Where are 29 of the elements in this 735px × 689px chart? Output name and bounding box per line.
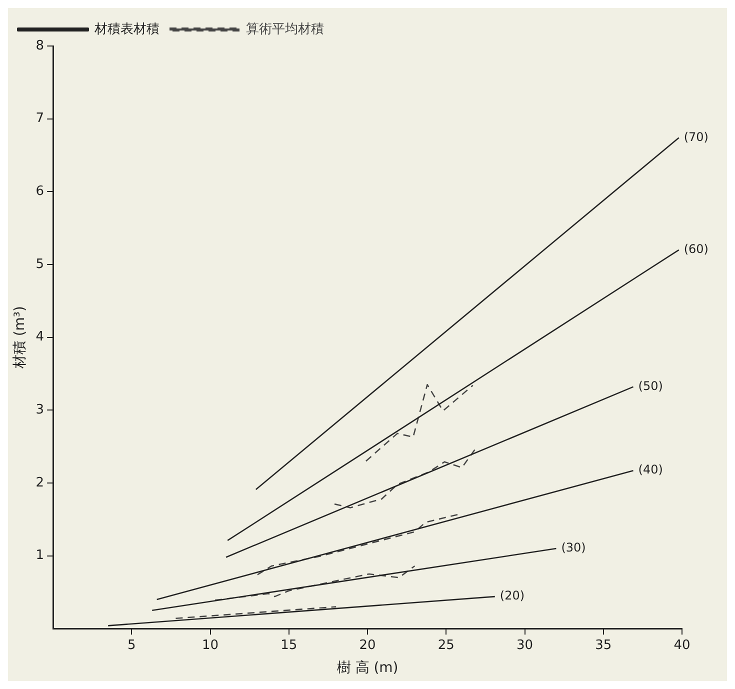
x-tick-label: 40 (674, 638, 690, 653)
y-tick-label: 1 (36, 548, 44, 564)
line-series (365, 384, 474, 462)
x-tick-label: 25 (438, 638, 454, 653)
text: 材積表材積 (94, 22, 160, 37)
y-tick-label: 5 (36, 256, 44, 272)
y-tick-label: 8 (36, 38, 44, 54)
x-tick-label: 5 (128, 638, 136, 653)
x-tick-label: 10 (202, 638, 219, 653)
annotation: (30) (561, 540, 586, 555)
line-series (334, 447, 477, 508)
annotation: (20) (500, 588, 525, 603)
text: 算術平均材積 (246, 22, 324, 37)
y-tick-label: 3 (36, 402, 44, 418)
y-tick-label: 7 (36, 111, 44, 126)
annotation: (40) (638, 462, 663, 477)
x-tick-label: 20 (359, 638, 376, 653)
y-axis-title: 材積 (m³) (12, 306, 28, 370)
annotation: (60) (684, 242, 708, 256)
annotation: (50) (638, 378, 663, 393)
x-axis-title: 樹 高 (m) (336, 660, 398, 676)
x-tick-label: 30 (516, 638, 534, 653)
y-tick-label: 6 (36, 184, 44, 200)
y-tick-label: 4 (36, 330, 44, 345)
x-tick-label: 15 (280, 638, 298, 653)
line-series (214, 565, 416, 601)
y-tick-label: 2 (36, 475, 44, 490)
annotation: (70) (684, 130, 708, 144)
x-tick-label: 35 (595, 638, 612, 653)
